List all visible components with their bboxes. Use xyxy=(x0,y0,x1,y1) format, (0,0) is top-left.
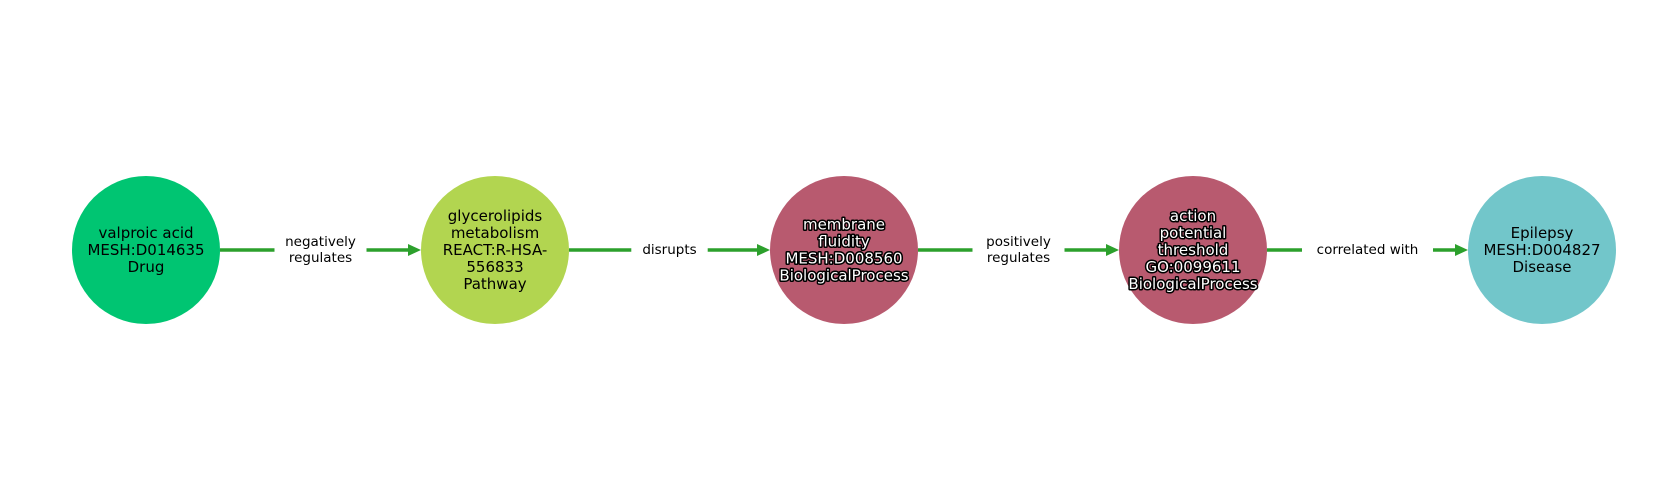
node-label: MESH:D008560 xyxy=(785,250,902,268)
node-label: action xyxy=(1170,207,1216,225)
edge-label: positively xyxy=(986,234,1051,250)
edge-label-background xyxy=(972,231,1065,269)
edge-label: regulates xyxy=(987,250,1050,266)
node-label: Drug xyxy=(128,258,165,276)
node-label: REACT:R-HSA- xyxy=(443,241,548,259)
node-label: Epilepsy xyxy=(1511,224,1574,242)
node-label: Disease xyxy=(1513,258,1572,276)
node-n3[interactable]: membranefluidityMESH:D008560BiologicalPr… xyxy=(770,176,918,324)
arrowhead-icon xyxy=(757,244,770,256)
node-label: fluidity xyxy=(818,233,870,251)
node-label: metabolism xyxy=(451,224,539,242)
node-circle[interactable] xyxy=(421,176,569,324)
edge-label: disrupts xyxy=(642,242,696,258)
edge-label: regulates xyxy=(289,250,352,266)
edge-label-background xyxy=(1302,239,1433,261)
node-label: valproic acid xyxy=(98,224,193,242)
node-label: 556833 xyxy=(466,258,523,276)
node-label: threshold xyxy=(1158,241,1229,259)
node-label: GO:0099611 xyxy=(1145,258,1240,276)
edge-n4-n5: correlated with xyxy=(1267,239,1468,261)
node-n2[interactable]: glycerolipidsmetabolismREACT:R-HSA-55683… xyxy=(421,176,569,324)
node-circle[interactable] xyxy=(770,176,918,324)
edge-n2-n3: disrupts xyxy=(569,239,770,261)
edge-label-background xyxy=(274,231,367,269)
node-label: BiologicalProcess xyxy=(779,267,908,285)
node-circle[interactable] xyxy=(1468,176,1616,324)
arrowhead-icon xyxy=(1106,244,1119,256)
edge-label: negatively xyxy=(285,234,356,250)
node-n4[interactable]: actionpotentialthresholdGO:0099611Biolog… xyxy=(1119,176,1267,324)
node-label: Pathway xyxy=(463,275,526,293)
arrowhead-icon xyxy=(408,244,421,256)
edge-label: correlated with xyxy=(1317,242,1419,258)
node-label: MESH:D004827 xyxy=(1483,241,1600,259)
arrowhead-icon xyxy=(1455,244,1468,256)
node-label: potential xyxy=(1160,224,1227,242)
node-label: membrane xyxy=(803,216,885,234)
node-label: MESH:D014635 xyxy=(87,241,204,259)
node-circle[interactable] xyxy=(1119,176,1267,324)
node-circle[interactable] xyxy=(72,176,220,324)
node-label: glycerolipids xyxy=(448,207,543,225)
edge-label-background xyxy=(631,239,708,261)
node-label: BiologicalProcess xyxy=(1128,275,1257,293)
